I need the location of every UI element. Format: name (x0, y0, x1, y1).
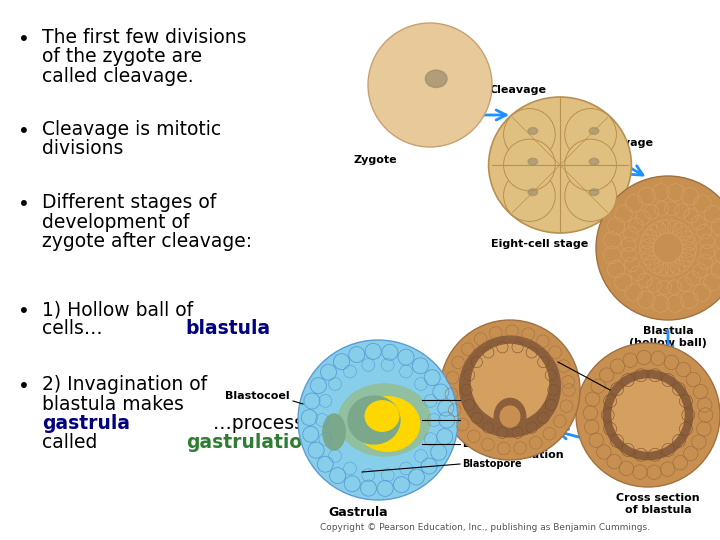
Ellipse shape (589, 127, 599, 134)
Circle shape (472, 345, 549, 422)
Text: blastula makes: blastula makes (42, 395, 184, 414)
Text: •: • (18, 30, 30, 49)
Text: Eotoderm: Eotoderm (462, 439, 515, 449)
Ellipse shape (426, 70, 447, 87)
Ellipse shape (589, 158, 599, 165)
Text: gastrula: gastrula (42, 414, 130, 433)
Text: Archenteron: Archenteron (462, 395, 531, 405)
Text: 1) Hollow ball of: 1) Hollow ball of (42, 300, 193, 319)
Text: The first few divisions: The first few divisions (42, 28, 246, 47)
Ellipse shape (528, 127, 538, 134)
Text: called cleavage.: called cleavage. (42, 67, 194, 86)
Text: Cleavage: Cleavage (490, 85, 547, 95)
Circle shape (503, 139, 555, 191)
Text: Blastopore: Blastopore (462, 459, 521, 469)
Text: zygote after cleavage:: zygote after cleavage: (42, 232, 252, 251)
Text: Different stages of: Different stages of (42, 193, 216, 212)
Ellipse shape (338, 384, 431, 456)
Text: •: • (18, 122, 30, 141)
Text: Zygote: Zygote (354, 155, 397, 165)
Circle shape (503, 170, 555, 221)
Circle shape (576, 343, 720, 487)
Circle shape (368, 23, 492, 147)
Text: Gastrulation: Gastrulation (486, 450, 564, 460)
Ellipse shape (528, 158, 538, 165)
Circle shape (596, 176, 720, 320)
Text: •: • (18, 377, 30, 396)
Ellipse shape (323, 414, 345, 450)
Ellipse shape (356, 397, 420, 451)
Ellipse shape (494, 399, 526, 435)
Circle shape (564, 139, 616, 191)
Circle shape (459, 336, 560, 437)
Text: •: • (18, 302, 30, 321)
Ellipse shape (500, 406, 520, 427)
Ellipse shape (365, 401, 399, 431)
Text: •: • (18, 195, 30, 214)
Circle shape (503, 109, 555, 160)
Ellipse shape (348, 396, 400, 444)
Text: Cleavage is mitotic: Cleavage is mitotic (42, 120, 221, 139)
Text: …process is: …process is (212, 414, 325, 433)
Circle shape (564, 170, 616, 221)
Text: Blastocoel: Blastocoel (225, 391, 290, 401)
Text: gastrulation: gastrulation (186, 434, 315, 453)
Circle shape (440, 320, 580, 460)
Text: Blastula
(hollow ball): Blastula (hollow ball) (629, 326, 707, 348)
Circle shape (298, 340, 458, 500)
Text: blastula: blastula (185, 320, 270, 339)
Circle shape (564, 109, 616, 160)
Ellipse shape (489, 97, 631, 233)
Circle shape (612, 379, 684, 451)
Circle shape (603, 370, 693, 460)
Text: divisions: divisions (42, 139, 123, 159)
Text: Cross section
of blastula: Cross section of blastula (616, 493, 700, 515)
Text: Eight-cell stage: Eight-cell stage (491, 239, 589, 249)
Text: Endoderm: Endoderm (462, 415, 518, 425)
Ellipse shape (589, 189, 599, 195)
Text: Blastocoel: Blastocoel (490, 357, 555, 367)
Text: Gastrula: Gastrula (328, 506, 388, 519)
Text: development of: development of (42, 213, 189, 232)
Text: Copyright © Pearson Education, Inc., publishing as Benjamin Cummings.: Copyright © Pearson Education, Inc., pub… (320, 523, 650, 532)
Text: cells…: cells… (42, 320, 103, 339)
Ellipse shape (528, 189, 538, 195)
Text: 2) Invagination of: 2) Invagination of (42, 375, 207, 394)
Text: of the zygote are: of the zygote are (42, 48, 202, 66)
Text: Cleavage: Cleavage (596, 138, 654, 148)
Text: called: called (42, 434, 104, 453)
